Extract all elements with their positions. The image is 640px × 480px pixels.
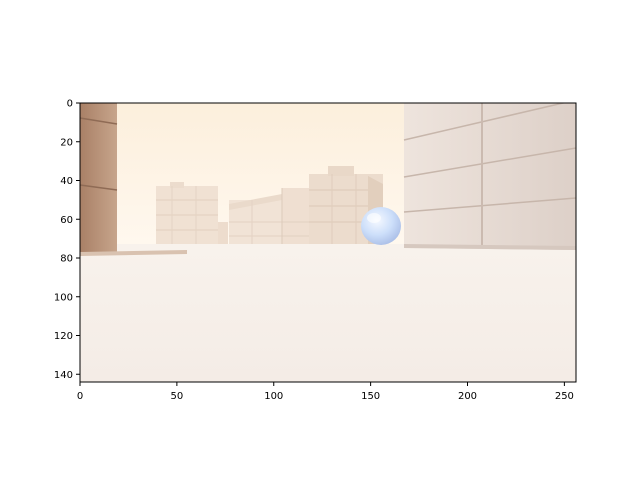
right-wall (403, 103, 576, 250)
x-tick-label: 200 (458, 391, 477, 402)
x-tick-label: 100 (264, 391, 283, 402)
left-wall (80, 103, 187, 256)
x-tick-label: 0 (77, 391, 83, 402)
block-cluster-center (229, 188, 310, 244)
block-cluster-far-left (156, 182, 228, 244)
x-tick-label: 150 (361, 391, 380, 402)
sphere (361, 207, 401, 245)
axes-frame (79, 102, 577, 383)
y-tick-label: 100 (54, 292, 73, 303)
floor (80, 244, 576, 382)
y-tick-label: 60 (60, 215, 73, 226)
y-tick-label: 80 (60, 254, 73, 265)
y-tick-label: 40 (60, 176, 73, 187)
sphere-highlight (367, 213, 381, 223)
axis-ticks: 0 50 100 150 200 250 0 20 40 60 80 100 120 140 (54, 99, 574, 403)
x-tick-label: 50 (171, 391, 184, 402)
y-tick-label: 140 (54, 370, 73, 381)
x-tick-label: 250 (555, 391, 574, 402)
scene-image (80, 103, 576, 382)
y-tick-label: 20 (60, 137, 73, 148)
y-tick-label: 120 (54, 331, 73, 342)
y-tick-label: 0 (67, 99, 73, 110)
